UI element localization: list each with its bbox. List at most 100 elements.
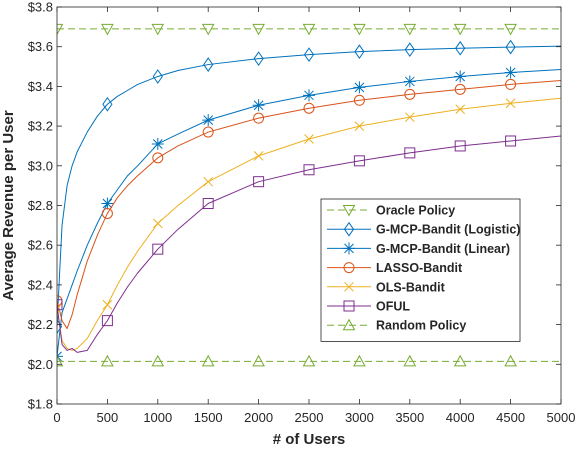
data-point — [353, 23, 366, 36]
data-point — [252, 354, 265, 367]
legend-swatch-marker — [343, 262, 355, 274]
series-line — [57, 79, 561, 330]
series-line — [57, 135, 561, 353]
data-point — [303, 89, 315, 102]
series-line — [57, 45, 561, 327]
data-point — [455, 104, 466, 115]
data-point — [57, 299, 63, 311]
data-point — [505, 98, 516, 109]
data-point — [101, 207, 113, 219]
legend-swatch-marker — [343, 221, 355, 237]
data-point — [152, 69, 163, 84]
data-point — [57, 23, 64, 36]
y-tick-label: $2.4 — [28, 277, 53, 292]
data-point — [302, 354, 316, 367]
data-point — [404, 42, 415, 58]
x-tick-label: 1500 — [194, 410, 223, 425]
x-tick-label: 2500 — [295, 410, 324, 425]
y-axis-label: Average Revenue per User — [0, 110, 17, 301]
legend-swatch-marker — [342, 318, 356, 331]
y-tick-label: $1.8 — [28, 397, 53, 412]
legend-swatch-marker — [343, 242, 355, 255]
series-line — [57, 69, 561, 357]
legend-label: OLS-Bandit — [376, 280, 446, 294]
data-point — [353, 94, 365, 106]
legend-box — [320, 198, 521, 342]
y-tick-label: $3.4 — [28, 79, 53, 94]
data-point — [203, 57, 214, 72]
data-point — [353, 81, 366, 94]
x-tick-label: 3500 — [395, 410, 424, 425]
data-point — [504, 354, 517, 367]
data-point — [354, 44, 365, 60]
data-point — [453, 354, 467, 367]
data-point — [505, 39, 516, 55]
data-point — [101, 197, 114, 210]
data-point — [152, 243, 164, 255]
data-point — [101, 315, 113, 327]
y-tick-label: $3.6 — [28, 39, 53, 54]
data-point — [354, 121, 365, 131]
data-point — [253, 151, 264, 161]
data-point — [101, 354, 114, 367]
data-point — [454, 140, 466, 152]
series-layer — [57, 23, 561, 367]
data-point — [403, 75, 416, 88]
legend-item: G-MCP-Bandit (Linear) — [327, 242, 510, 256]
data-point — [203, 176, 214, 187]
data-point — [304, 134, 314, 144]
y-tick-label: $2.2 — [28, 317, 53, 332]
data-point — [201, 354, 215, 367]
legend-swatch-marker — [344, 281, 354, 292]
legend-label: LASSO-Bandit — [376, 261, 463, 275]
data-point — [505, 78, 517, 90]
data-point — [303, 47, 315, 63]
tick-layer: 0 500 1000 1500 2000 2500 3000 3500 4000 4500 5000… — [28, 0, 576, 425]
x-tick-label: 4500 — [496, 410, 525, 425]
legend-item: OLS-Bandit — [327, 280, 446, 294]
data-point — [303, 102, 315, 114]
data-point — [404, 147, 416, 159]
y-tick-label: $3.2 — [28, 119, 53, 134]
data-point — [57, 303, 62, 314]
x-tick-label: 4000 — [446, 410, 475, 425]
series-oracle-policy — [57, 23, 561, 36]
data-point — [201, 23, 215, 36]
data-point — [252, 99, 265, 112]
data-point — [303, 164, 315, 176]
data-point — [151, 137, 164, 150]
y-tick-label: $2.0 — [28, 357, 53, 372]
data-point — [404, 112, 415, 123]
x-axis-label: # of Users — [273, 431, 346, 448]
legend: Oracle Policy G-MCP-Bandit (Logistic) G-MC… — [320, 198, 521, 342]
data-point — [151, 354, 165, 367]
x-tick-label: 2000 — [244, 410, 273, 425]
x-tick-label: 1000 — [143, 410, 172, 425]
series-lasso-bandit — [57, 78, 561, 330]
x-tick-label: 500 — [97, 410, 119, 425]
data-point — [454, 83, 466, 95]
data-point — [504, 66, 517, 79]
data-point — [353, 155, 365, 167]
data-point — [202, 198, 214, 210]
x-tick-label: 0 — [53, 410, 60, 425]
data-point — [455, 40, 466, 56]
data-point — [454, 70, 467, 83]
legend-label: G-MCP-Bandit (Linear) — [376, 242, 510, 256]
data-point — [102, 299, 113, 310]
series-oful — [57, 135, 561, 353]
data-point — [253, 112, 265, 124]
data-point — [102, 96, 113, 112]
series-g-mcp-bandit-linear- — [57, 66, 561, 363]
data-point — [404, 88, 416, 100]
data-point — [101, 23, 114, 36]
data-point — [152, 218, 163, 229]
legend-swatch-marker — [342, 205, 356, 217]
legend-item: LASSO-Bandit — [327, 261, 463, 275]
legend-item: OFUL — [327, 300, 410, 314]
legend-swatch-marker — [343, 300, 355, 312]
y-tick-label: $3.0 — [28, 158, 53, 173]
data-point — [453, 23, 467, 36]
data-point — [504, 23, 517, 36]
series-g-mcp-bandit-logistic- — [57, 39, 561, 334]
